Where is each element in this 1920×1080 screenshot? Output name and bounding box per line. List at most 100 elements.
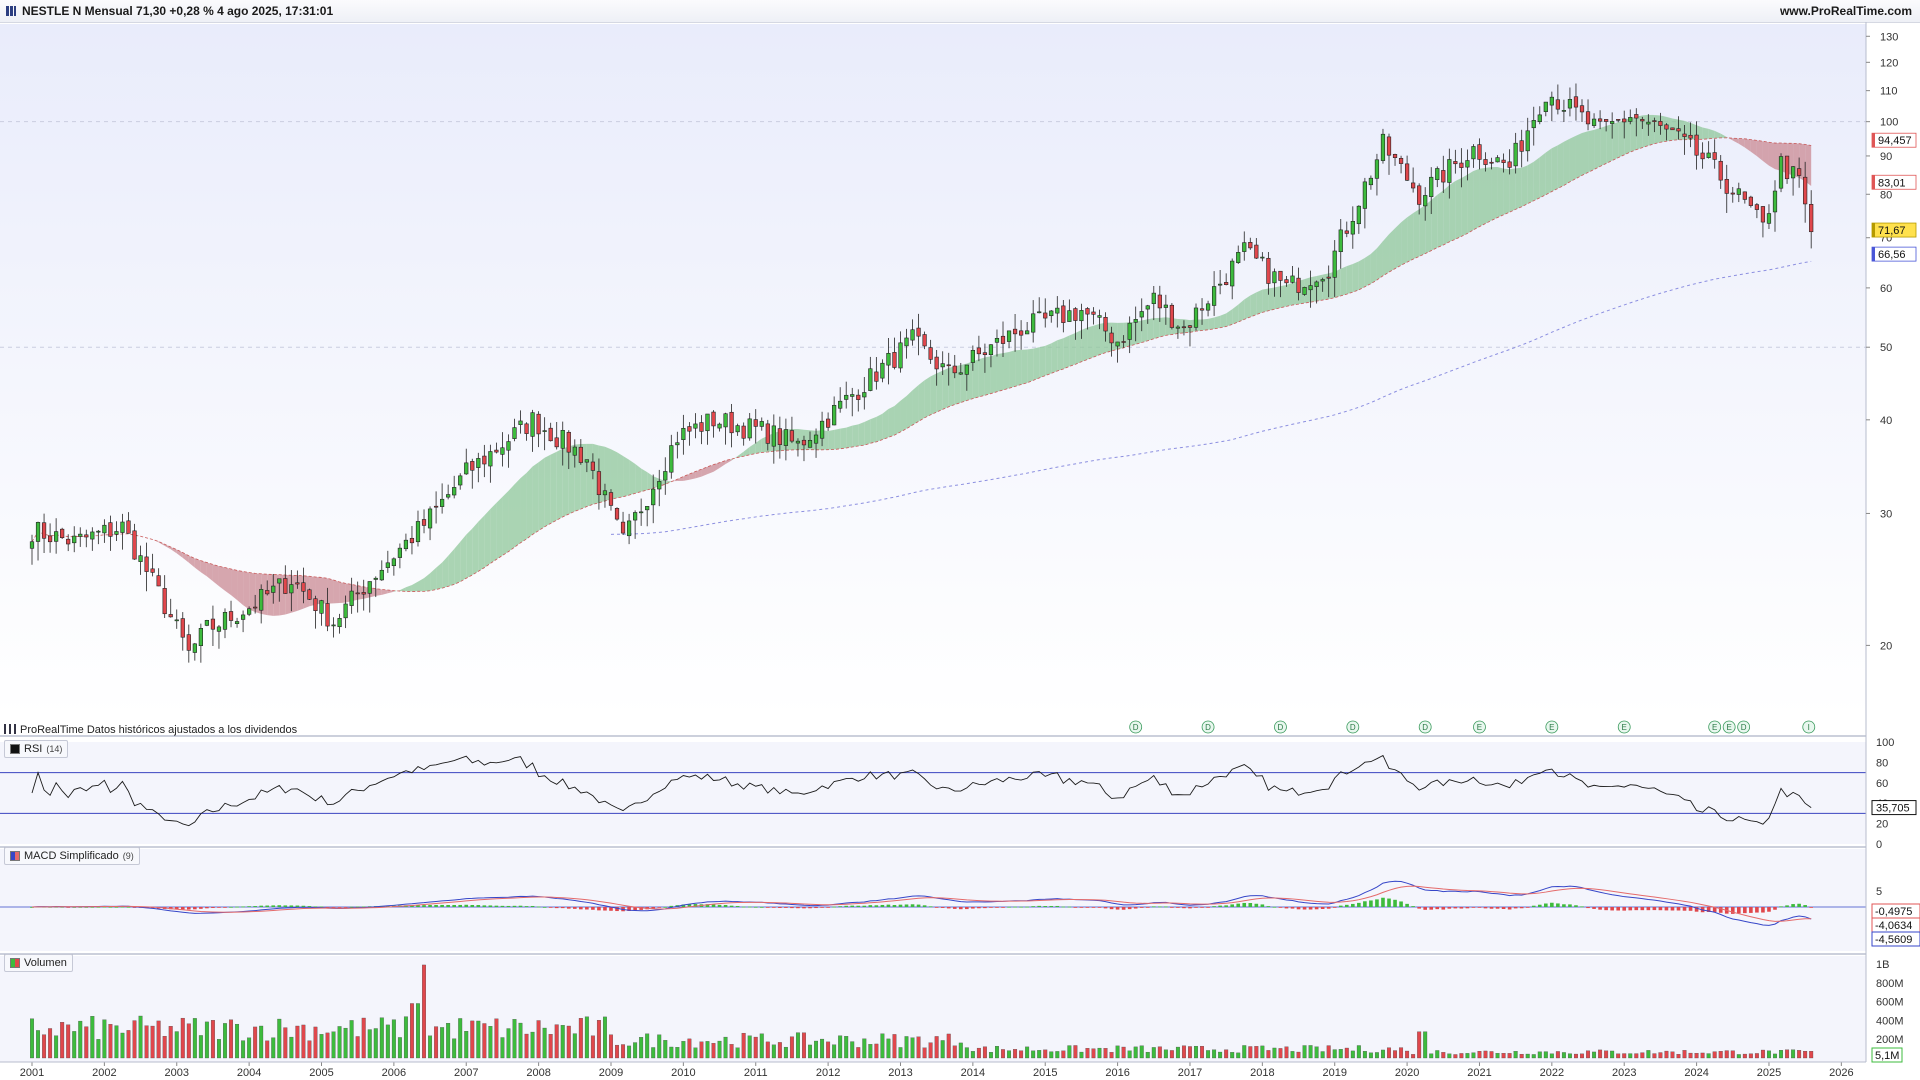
event-marker[interactable]	[1802, 720, 1816, 734]
chart-menu-icon[interactable]	[6, 6, 16, 16]
volume-bar	[319, 1034, 324, 1059]
sma-ribbon-segment	[840, 427, 847, 449]
candle	[198, 627, 203, 647]
event-marker[interactable]	[1274, 720, 1287, 734]
candle	[1459, 162, 1464, 168]
macd-histogram-bar	[1640, 907, 1645, 911]
sma-ribbon-segment	[1274, 286, 1281, 310]
candle	[850, 394, 855, 397]
volume-bar	[464, 1031, 469, 1059]
macd-histogram-bar	[187, 907, 191, 910]
candle	[440, 498, 445, 507]
volume-bar	[868, 1044, 873, 1059]
volume-panel[interactable]	[0, 956, 1866, 1062]
volume-bar	[126, 1030, 131, 1059]
event-marker[interactable]	[1129, 720, 1143, 734]
event-marker[interactable]	[1346, 720, 1360, 734]
macd-histogram-bar	[874, 905, 879, 907]
volume-bar	[518, 1022, 523, 1059]
macd-histogram-bar	[1622, 907, 1627, 911]
macd-histogram-bar	[488, 905, 493, 907]
sma-ribbon-segment	[1021, 349, 1028, 385]
volume-bar	[488, 1026, 493, 1059]
event-marker[interactable]	[1473, 720, 1486, 734]
volume-bar	[1706, 1053, 1711, 1059]
macd-panel[interactable]	[0, 849, 1866, 955]
rsi-panel[interactable]	[0, 742, 1866, 848]
candle	[711, 411, 716, 427]
axes-layer: 130120110100908070605040302094,45783,017…	[0, 22, 1920, 1079]
macd-histogram-bar	[1236, 903, 1241, 907]
macd-histogram-bar	[512, 905, 517, 907]
macd-histogram-bar	[1290, 907, 1295, 909]
volume-label[interactable]: Volumen	[4, 954, 73, 972]
sma-ribbon-segment	[870, 416, 877, 444]
macd-histogram-bar	[898, 904, 903, 907]
candle	[1537, 114, 1542, 123]
macd-histogram-bar	[1284, 907, 1289, 909]
volume-bar	[681, 1041, 686, 1059]
sma-ribbon-segment	[647, 472, 654, 491]
sma-ribbon-segment	[1509, 168, 1516, 213]
sma-ribbon-segment	[164, 544, 171, 550]
brand-link[interactable]: www.ProRealTime.com	[1779, 4, 1912, 18]
sma-ribbon-segment	[218, 566, 225, 591]
rsi-label[interactable]: RSI (14)	[4, 740, 69, 758]
candle	[910, 329, 915, 341]
candle	[409, 537, 415, 544]
event-marker[interactable]	[1722, 720, 1736, 734]
sma-ribbon-segment	[550, 451, 557, 524]
candle	[916, 327, 921, 337]
event-marker[interactable]	[1737, 720, 1751, 734]
macd-histogram-bar	[60, 906, 64, 908]
volume-tick-label: 600M	[1876, 997, 1904, 1009]
candle	[904, 337, 909, 347]
event-marker[interactable]	[1708, 720, 1722, 734]
macd-histogram-bar	[952, 907, 957, 909]
volume-bar	[820, 1038, 825, 1059]
volume-bar	[1688, 1052, 1693, 1059]
candle	[675, 442, 680, 446]
sma-ribbon-segment	[1750, 139, 1757, 157]
candle	[1175, 326, 1181, 329]
volume-bar	[970, 1051, 975, 1059]
macd-histogram-bar	[108, 906, 113, 908]
candle	[1115, 341, 1120, 347]
macd-histogram-bar	[494, 905, 499, 907]
candle	[1790, 166, 1796, 179]
signal-line	[31, 885, 1812, 922]
candle	[1398, 157, 1404, 164]
macd-label[interactable]: MACD Simplificado (9)	[4, 847, 140, 865]
volume-bar	[1374, 1052, 1379, 1059]
macd-histogram-bar	[174, 907, 179, 910]
macd-histogram-bar	[1755, 907, 1759, 913]
price-marker-flag	[1872, 223, 1875, 238]
x-tick-label: 2023	[1612, 1067, 1636, 1079]
volume-bar	[174, 1031, 179, 1059]
sma-ribbon-segment	[1455, 178, 1462, 240]
volume-bar	[735, 1047, 740, 1059]
volume-bar	[1682, 1050, 1687, 1059]
sma-ribbon-segment	[1280, 285, 1287, 308]
macd-histogram-bar	[1604, 907, 1608, 911]
volume-bar	[217, 1039, 221, 1059]
candle	[970, 349, 975, 363]
volume-bar	[361, 1017, 366, 1059]
candle	[1622, 118, 1627, 123]
macd-histogram-bar	[741, 906, 746, 908]
sma-ribbon-segment	[448, 549, 455, 587]
candle	[1513, 142, 1518, 167]
volume-bar	[1169, 1050, 1174, 1059]
volume-bar	[699, 1041, 704, 1059]
macd-histogram-bar	[1151, 906, 1156, 908]
event-marker[interactable]	[1418, 720, 1432, 734]
volume-bar	[1754, 1053, 1759, 1059]
volume-bar	[102, 1019, 107, 1059]
sma-ribbon-segment	[1545, 148, 1552, 195]
event-marker[interactable]	[1545, 720, 1559, 734]
price-tick-label: 30	[1880, 508, 1892, 520]
event-marker[interactable]	[1617, 720, 1631, 734]
event-marker[interactable]	[1201, 720, 1215, 734]
